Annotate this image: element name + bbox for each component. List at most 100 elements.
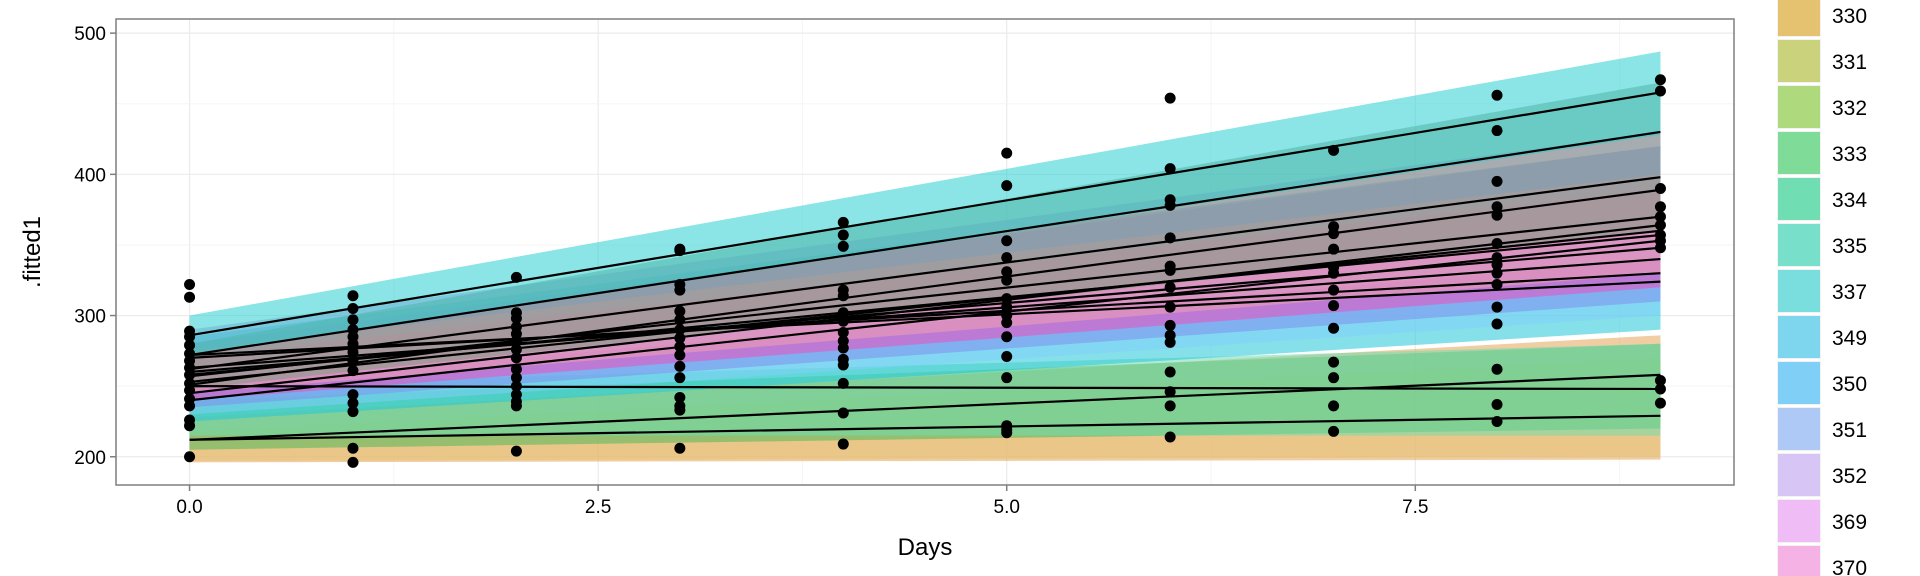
data-point [1001, 293, 1013, 305]
data-point [837, 229, 849, 241]
data-point [837, 240, 849, 252]
data-point [1654, 375, 1666, 387]
data-point [674, 332, 686, 344]
data-point [674, 341, 686, 353]
data-point [1164, 336, 1176, 348]
data-point [184, 400, 196, 412]
fitted-line [189, 246, 1661, 374]
data-point [674, 349, 686, 361]
data-point [510, 312, 522, 324]
data-point [1328, 356, 1340, 368]
data-point [1164, 400, 1176, 412]
legend-label: 334 [1832, 189, 1867, 212]
data-point [1001, 147, 1013, 159]
data-point [184, 278, 196, 290]
legend-swatch [1778, 40, 1820, 82]
y-tick-label: 200 [74, 448, 106, 469]
data-point [674, 404, 686, 416]
legend-swatch [1778, 132, 1820, 174]
legend-label: 333 [1832, 143, 1867, 166]
fitted-line [189, 280, 1661, 357]
data-point [347, 314, 359, 326]
data-point [1001, 350, 1013, 362]
data-point [1328, 144, 1340, 156]
data-point [1491, 415, 1503, 427]
data-point [1164, 264, 1176, 276]
data-point [347, 290, 359, 302]
y-tick-label: 500 [74, 24, 106, 45]
data-point [347, 355, 359, 367]
data-point [674, 305, 686, 317]
data-point [184, 339, 196, 351]
legend-swatch [1778, 546, 1820, 576]
data-point [837, 315, 849, 327]
data-point [674, 284, 686, 296]
fitted-line [189, 385, 1661, 391]
data-point [1001, 317, 1013, 329]
data-point [347, 406, 359, 418]
data-point [1491, 125, 1503, 137]
legend-swatch [1778, 362, 1820, 404]
data-point [1654, 397, 1666, 409]
data-point [1654, 242, 1666, 254]
data-point [1328, 322, 1340, 334]
data-point [347, 302, 359, 314]
data-point [1491, 238, 1503, 250]
data-point [1001, 252, 1013, 264]
data-point [510, 380, 522, 392]
data-point [1164, 232, 1176, 244]
data-point [1491, 89, 1503, 101]
data-point [1001, 372, 1013, 384]
data-point [1164, 163, 1176, 175]
data-point [1164, 92, 1176, 104]
data-point [184, 291, 196, 303]
data-point [837, 326, 849, 338]
legend-label: 352 [1832, 465, 1867, 488]
data-point [1001, 235, 1013, 247]
data-point [1164, 281, 1176, 293]
data-point [1001, 301, 1013, 313]
data-point [1328, 267, 1340, 279]
data-point [347, 346, 359, 358]
data-point [1491, 267, 1503, 279]
data-point [1164, 319, 1176, 331]
fitted-line [189, 130, 1661, 357]
data-point [1654, 383, 1666, 395]
data-point [837, 377, 849, 389]
x-tick-label: 7.5 [1402, 497, 1428, 518]
fitted-line [189, 257, 1661, 369]
data-point [1654, 182, 1666, 194]
data-point [347, 365, 359, 377]
data-point [510, 400, 522, 412]
legend-swatch [1778, 86, 1820, 128]
fitted-line [189, 91, 1661, 337]
ribbon [189, 51, 1661, 356]
data-point [837, 290, 849, 302]
data-point [1491, 278, 1503, 290]
x-axis: 0.0 2.5 5.0 7.5 [176, 485, 1429, 518]
data-point [1491, 363, 1503, 375]
data-point [184, 331, 196, 343]
data-point [1001, 180, 1013, 192]
legend-swatch [1778, 408, 1820, 450]
data-point [184, 451, 196, 463]
legend-label: 349 [1832, 327, 1867, 350]
legend-swatch [1778, 178, 1820, 220]
data-point [510, 372, 522, 384]
data-point [1328, 243, 1340, 255]
data-point [510, 343, 522, 355]
legend-label: 337 [1832, 281, 1867, 304]
data-point [1491, 209, 1503, 221]
data-point [347, 442, 359, 454]
data-point [510, 335, 522, 347]
legend-swatch [1778, 270, 1820, 312]
data-point [1328, 228, 1340, 240]
legend-swatch [1778, 500, 1820, 542]
x-tick-label: 0.0 [176, 497, 202, 518]
data-point [1654, 211, 1666, 223]
data-point [1328, 372, 1340, 384]
data-point [347, 397, 359, 409]
data-point [674, 372, 686, 384]
y-axis-label: .fitted1 [19, 216, 46, 288]
